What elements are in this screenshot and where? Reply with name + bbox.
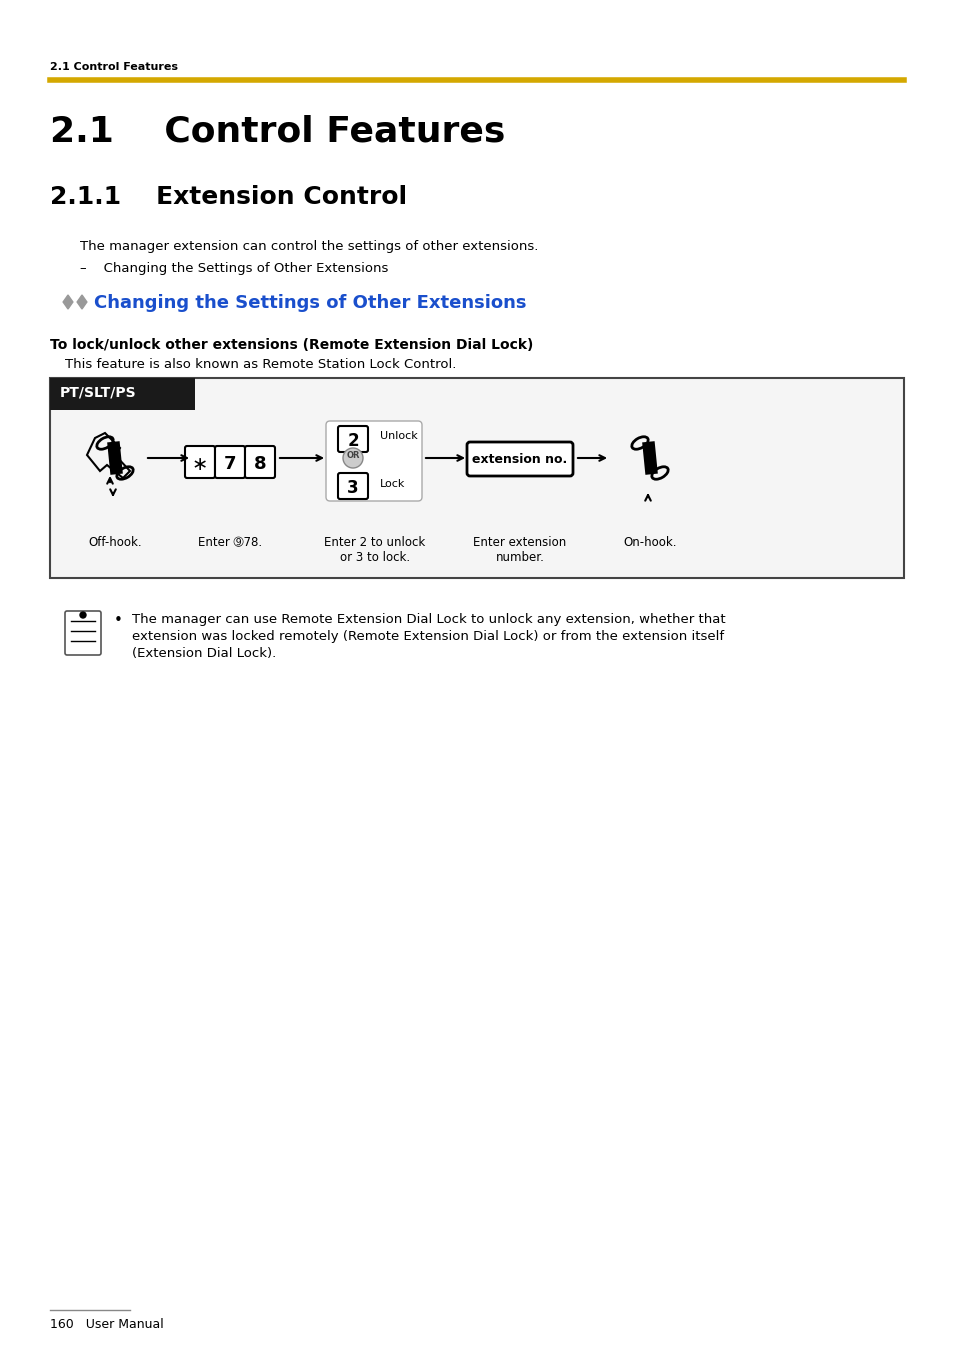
Text: 2.1.1    Extension Control: 2.1.1 Extension Control bbox=[50, 185, 407, 209]
Polygon shape bbox=[77, 295, 87, 309]
Text: 8: 8 bbox=[253, 455, 266, 473]
Text: Enter ➈78.: Enter ➈78. bbox=[197, 536, 262, 549]
Text: 160   User Manual: 160 User Manual bbox=[50, 1319, 164, 1331]
Text: Enter 2 to unlock
or 3 to lock.: Enter 2 to unlock or 3 to lock. bbox=[324, 536, 425, 563]
Text: Enter extension
number.: Enter extension number. bbox=[473, 536, 566, 563]
Text: OR: OR bbox=[346, 451, 359, 459]
Text: PT/SLT/PS: PT/SLT/PS bbox=[60, 385, 136, 399]
Text: •: • bbox=[113, 613, 122, 628]
FancyBboxPatch shape bbox=[337, 426, 368, 453]
FancyBboxPatch shape bbox=[185, 446, 214, 478]
Bar bbox=[50, 378, 903, 578]
FancyBboxPatch shape bbox=[214, 446, 245, 478]
Bar bbox=[50, 378, 194, 409]
Text: 2.1 Control Features: 2.1 Control Features bbox=[50, 62, 178, 72]
Text: The manager extension can control the settings of other extensions.: The manager extension can control the se… bbox=[80, 240, 537, 253]
Text: Unlock: Unlock bbox=[379, 431, 417, 440]
Text: To lock/unlock other extensions (Remote Extension Dial Lock): To lock/unlock other extensions (Remote … bbox=[50, 338, 533, 353]
Text: 2.1    Control Features: 2.1 Control Features bbox=[50, 115, 505, 149]
Text: Lock: Lock bbox=[379, 480, 405, 489]
Circle shape bbox=[80, 612, 86, 617]
Circle shape bbox=[343, 449, 363, 467]
FancyBboxPatch shape bbox=[65, 611, 101, 655]
Text: extension was locked remotely (Remote Extension Dial Lock) or from the extension: extension was locked remotely (Remote Ex… bbox=[132, 630, 723, 643]
FancyBboxPatch shape bbox=[337, 473, 368, 499]
FancyBboxPatch shape bbox=[467, 442, 573, 476]
Text: Off-hook.: Off-hook. bbox=[88, 536, 142, 549]
Text: The manager can use Remote Extension Dial Lock to unlock any extension, whether : The manager can use Remote Extension Dia… bbox=[132, 613, 725, 626]
Text: 3: 3 bbox=[347, 480, 358, 497]
Text: 7: 7 bbox=[224, 455, 236, 473]
Polygon shape bbox=[63, 295, 72, 309]
Text: Changing the Settings of Other Extensions: Changing the Settings of Other Extension… bbox=[94, 295, 526, 312]
Text: 2: 2 bbox=[347, 432, 358, 450]
FancyBboxPatch shape bbox=[326, 422, 421, 501]
Text: extension no.: extension no. bbox=[472, 453, 567, 466]
Text: –    Changing the Settings of Other Extensions: – Changing the Settings of Other Extensi… bbox=[80, 262, 388, 276]
Text: (Extension Dial Lock).: (Extension Dial Lock). bbox=[132, 647, 276, 661]
Text: This feature is also known as Remote Station Lock Control.: This feature is also known as Remote Sta… bbox=[65, 358, 456, 372]
Text: On-hook.: On-hook. bbox=[622, 536, 676, 549]
FancyBboxPatch shape bbox=[245, 446, 274, 478]
Text: ∗: ∗ bbox=[192, 455, 208, 474]
